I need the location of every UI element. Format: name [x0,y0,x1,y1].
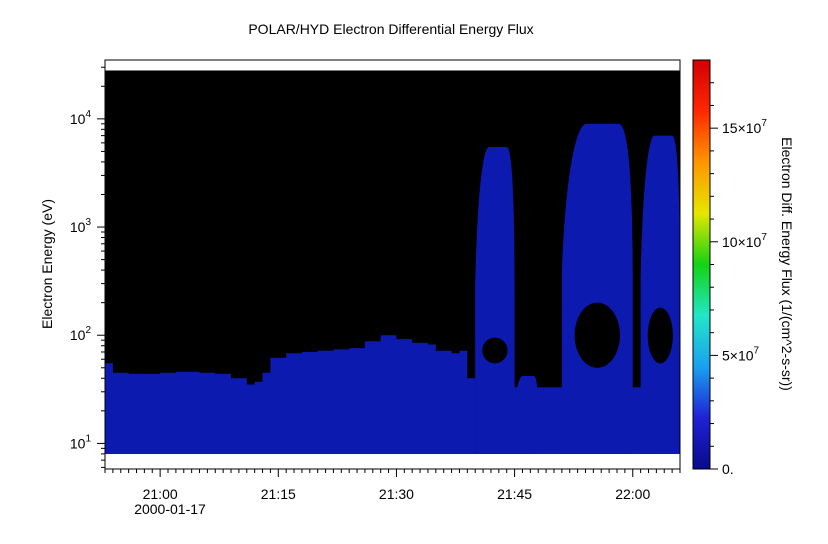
x-tick-label: 21:30 [379,486,414,502]
flux-burst [514,375,539,454]
y-axis: 101 102 103 104 [70,66,105,468]
y-tick-label: 101 [70,433,92,451]
flux-gap [647,307,673,364]
flux-gap [574,302,620,368]
y-axis-label: Electron Energy (eV) [39,199,55,329]
colorbar-tick-label: 0. [722,461,734,477]
colorbar-gradient [692,59,711,470]
colorbar-tick-label: 15×107 [722,118,767,136]
x-tick-label: 22:00 [615,486,650,502]
x-tick-label: 21:15 [261,486,296,502]
y-tick-label: 104 [70,109,92,127]
flux-burst [640,135,680,454]
x-tick-label: 21:45 [497,486,532,502]
flux-burst [475,146,515,454]
chart-title: POLAR/HYD Electron Differential Energy F… [248,21,533,37]
colorbar-label: Electron Diff. Energy Flux (1/(cm^2-s-sr… [779,137,795,391]
x-axis: 21:00 21:15 21:30 21:45 22:00 [104,469,681,502]
date-label: 2000-01-17 [134,501,206,517]
y-tick-label: 103 [70,217,92,235]
colorbar-tick-label: 10×107 [722,232,767,250]
y-tick-label: 102 [70,325,92,343]
flux-burst [561,123,633,454]
flux-gap [482,337,508,364]
low-energy-flux-band [105,335,476,454]
x-tick-label: 21:00 [143,486,178,502]
colorbar-tick-label: 5×107 [722,345,760,363]
plot-frame [104,59,681,470]
colorbar: 0. 5×107 10×107 15×107 [692,59,767,477]
plot-area [104,59,681,470]
